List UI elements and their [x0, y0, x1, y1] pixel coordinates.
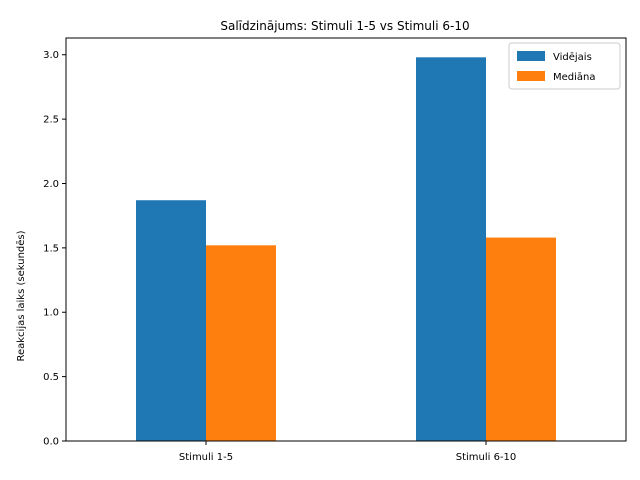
- y-tick-label: 2.0: [43, 179, 59, 190]
- legend: Vidējais Mediāna: [508, 42, 621, 90]
- chart-title: Salīdzinājums: Stimuli 1-5 vs Stimuli 6-…: [220, 19, 469, 33]
- y-tick-label: 1.5: [43, 243, 59, 254]
- x-axis: Stimuli 1-5 Stimuli 6-10: [179, 441, 516, 463]
- y-axis-label: Reakcijas laiks (sekundēs): [16, 230, 27, 361]
- x-tick-label: Stimuli 1-5: [179, 452, 233, 463]
- legend-label-mediāna: Mediāna: [553, 72, 596, 83]
- y-axis: 0.0 0.5 1.0 1.5 2.0 2.5 3.0: [43, 50, 66, 448]
- legend-swatch-vidējais: [517, 51, 545, 61]
- x-tick-label: Stimuli 6-10: [456, 452, 517, 463]
- y-tick-label: 3.0: [43, 50, 59, 61]
- y-tick-label: 1.0: [43, 308, 59, 319]
- plot-area: [65, 37, 627, 442]
- legend-swatch-mediāna: [517, 71, 545, 81]
- bar-vidējais-2: [416, 57, 486, 441]
- legend-label-vidējais: Vidējais: [553, 52, 592, 63]
- bar-mediāna-1: [206, 245, 276, 441]
- y-tick-label: 2.5: [43, 115, 59, 126]
- plot-frame: [65, 37, 627, 442]
- bar-mediāna-2: [486, 237, 556, 441]
- y-tick-label: 0.0: [43, 437, 59, 448]
- y-tick-label: 0.5: [43, 372, 59, 383]
- bar-vidējais-1: [136, 200, 206, 441]
